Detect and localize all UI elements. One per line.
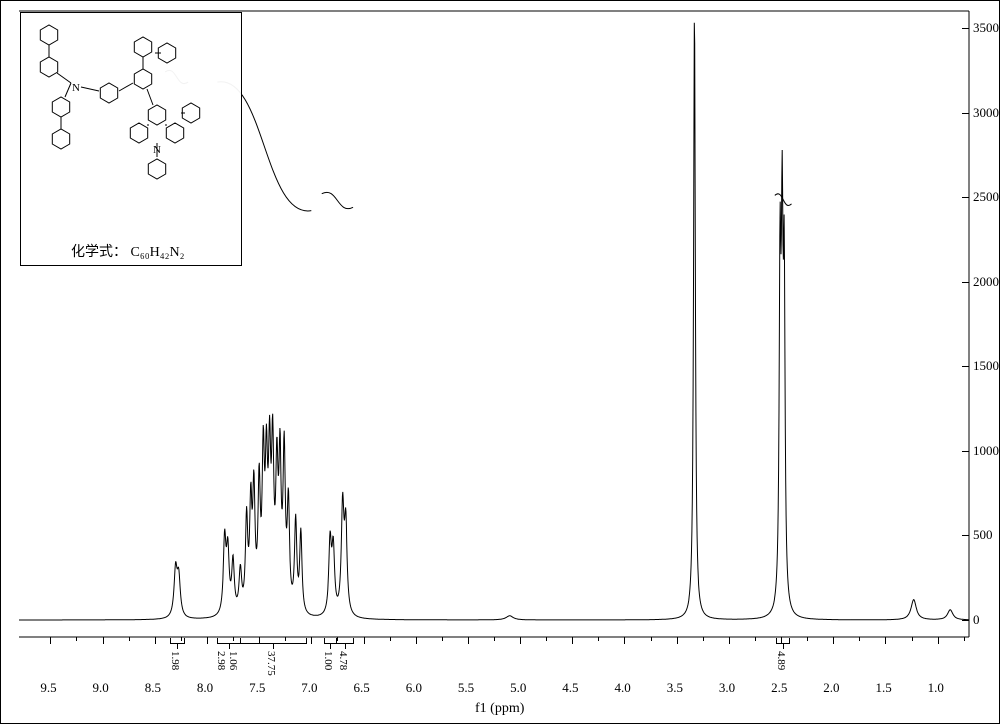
x-minor-tick [337, 637, 338, 641]
integral-bracket-drop [345, 643, 346, 649]
y-tick [962, 28, 969, 29]
x-minor-tick [76, 637, 77, 641]
integral-value: 1.00 [322, 651, 334, 670]
x-minor-tick [807, 637, 808, 641]
structure-inset: NN 化学式： C₆₀H₄₂N₂ [20, 12, 242, 266]
y-tick-label: 3500 [973, 20, 999, 36]
svg-text:N: N [72, 82, 80, 94]
y-tick-label: 3000 [973, 105, 999, 121]
x-tick-label: 9.0 [93, 680, 109, 696]
formula-value: C₆₀H₄₂N₂ [131, 245, 185, 260]
x-tick-label: 8.5 [145, 680, 161, 696]
integral-value: 2.98 [215, 651, 227, 670]
x-tick [103, 637, 104, 644]
integral-bracket-end [789, 638, 790, 644]
x-minor-tick [129, 637, 130, 641]
y-tick [962, 620, 969, 621]
chemical-formula: 化学式： C₆₀H₄₂N₂ [71, 241, 184, 261]
x-minor-tick [755, 637, 756, 641]
integral-bracket-end [776, 638, 777, 644]
x-minor-tick [964, 637, 965, 641]
x-minor-tick [912, 637, 913, 641]
integral-bracket-end [184, 638, 185, 644]
x-tick [468, 637, 469, 644]
y-tick-label: 1000 [973, 443, 999, 459]
integral-bracket-drop [330, 643, 331, 649]
y-tick [962, 366, 969, 367]
x-tick-label: 5.5 [458, 680, 474, 696]
y-tick-label: 2500 [973, 189, 999, 205]
x-tick [311, 637, 312, 644]
y-tick [962, 197, 969, 198]
x-tick [624, 637, 625, 644]
integral-bracket-drop [229, 643, 230, 649]
x-minor-tick [598, 637, 599, 641]
integral-bracket-end [324, 638, 325, 644]
x-tick-label: 7.0 [301, 680, 317, 696]
integral-bracket-drop [783, 643, 784, 649]
x-tick [155, 637, 156, 644]
formula-prefix: 化学式： [71, 245, 127, 260]
x-tick-label: 2.5 [771, 680, 787, 696]
x-tick-label: 4.0 [614, 680, 630, 696]
x-tick-label: 6.5 [354, 680, 370, 696]
y-tick-label: 1500 [973, 358, 999, 374]
x-tick-label: 1.0 [928, 680, 944, 696]
y-tick [962, 282, 969, 283]
x-tick [364, 637, 365, 644]
x-tick [833, 637, 834, 644]
x-tick [885, 637, 886, 644]
y-tick-label: 500 [973, 527, 993, 543]
x-tick-label: 4.5 [562, 680, 578, 696]
x-tick-label: 3.5 [667, 680, 683, 696]
x-minor-tick [390, 637, 391, 641]
x-tick [50, 637, 51, 644]
x-axis-label: f1 (ppm) [475, 701, 524, 717]
x-tick [520, 637, 521, 644]
x-tick [207, 637, 208, 644]
integral-value: 1.98 [169, 651, 181, 670]
integral-value: 37.75 [265, 651, 277, 676]
integral-value: 1.06 [227, 651, 239, 670]
x-tick [677, 637, 678, 644]
integral-bracket-end [240, 638, 241, 644]
x-minor-tick [233, 637, 234, 641]
integral-bracket-drop [177, 643, 178, 649]
x-tick-label: 3.0 [719, 680, 735, 696]
x-tick [729, 637, 730, 644]
x-minor-tick [703, 637, 704, 641]
y-tick [962, 451, 969, 452]
chemical-structure: NN [21, 13, 241, 233]
y-tick [962, 535, 969, 536]
integral-bracket-end [217, 638, 218, 644]
integral-bracket-end [353, 638, 354, 644]
integral-value: 4.78 [337, 651, 349, 670]
x-minor-tick [546, 637, 547, 641]
x-tick-label: 8.0 [197, 680, 213, 696]
x-tick-label: 9.5 [40, 680, 56, 696]
integral-value: 4.89 [775, 651, 787, 670]
y-tick-label: 0 [973, 612, 980, 628]
x-tick-label: 2.0 [823, 680, 839, 696]
x-minor-tick [442, 637, 443, 641]
x-tick [416, 637, 417, 644]
integral-bracket-end [306, 638, 307, 644]
x-tick-label: 6.0 [406, 680, 422, 696]
x-minor-tick [651, 637, 652, 641]
x-tick-label: 7.5 [249, 680, 265, 696]
x-minor-tick [859, 637, 860, 641]
integral-bracket-end [336, 638, 337, 644]
x-tick-label: 1.5 [875, 680, 891, 696]
x-tick [938, 637, 939, 644]
y-tick [962, 113, 969, 114]
integral-bracket-drop [273, 643, 274, 649]
x-tick [572, 637, 573, 644]
y-tick-label: 2000 [973, 274, 999, 290]
x-minor-tick [285, 637, 286, 641]
integral-bracket-end [170, 638, 171, 644]
x-minor-tick [181, 637, 182, 641]
nmr-figure: 9.5 9.0 8.5 8.0 7.5 7.0 6.5 6.0 5.5 5.0 4.5 4.0 3.5 3… [0, 0, 1000, 724]
x-minor-tick [494, 637, 495, 641]
x-tick-label: 5.0 [510, 680, 526, 696]
